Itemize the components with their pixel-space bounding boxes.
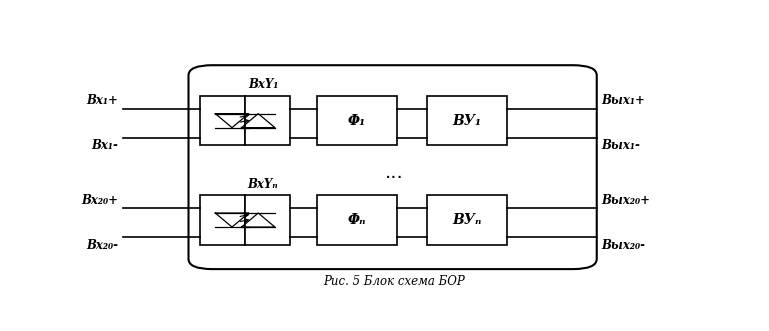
Bar <box>317 195 397 245</box>
Text: Вых₂₀+: Вых₂₀+ <box>601 194 651 207</box>
Text: Вх₁-: Вх₁- <box>92 139 118 152</box>
FancyBboxPatch shape <box>188 65 597 269</box>
Text: ...: ... <box>384 163 404 182</box>
Text: Вых₂₀-: Вых₂₀- <box>601 239 645 252</box>
Text: Вх₂₀-: Вх₂₀- <box>86 239 118 252</box>
Bar <box>245 195 290 245</box>
Text: Вых₁-: Вых₁- <box>601 139 641 152</box>
Text: Рис. 5 Блок схема БОР: Рис. 5 Блок схема БОР <box>323 275 465 288</box>
Bar <box>201 96 245 146</box>
Bar <box>427 195 508 245</box>
Bar <box>427 96 508 146</box>
Text: ВхYₙ: ВхYₙ <box>248 178 278 191</box>
Bar <box>317 96 397 146</box>
Text: Вых₁+: Вых₁+ <box>601 94 645 107</box>
Text: Вх₂₀+: Вх₂₀+ <box>82 194 118 207</box>
Text: ВхY₁: ВхY₁ <box>248 78 278 91</box>
Bar <box>201 195 245 245</box>
Text: ВУₙ: ВУₙ <box>452 213 482 227</box>
Bar <box>245 96 290 146</box>
Text: Φ₁: Φ₁ <box>348 114 366 128</box>
Text: Вх₁+: Вх₁+ <box>86 94 118 107</box>
Text: ВУ₁: ВУ₁ <box>453 114 481 128</box>
Text: Φₙ: Φₙ <box>348 213 366 227</box>
